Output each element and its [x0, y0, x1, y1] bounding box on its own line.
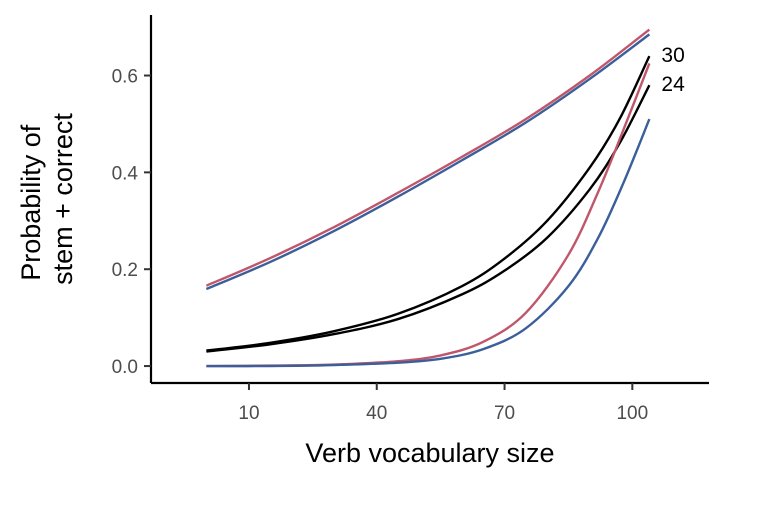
x-tick-label: 100 — [616, 403, 648, 424]
series-end-label-4: 24 — [661, 73, 685, 96]
series-line-1 — [205, 28, 651, 287]
series-end-label-3: 30 — [661, 44, 684, 67]
x-tick-label: 10 — [238, 403, 259, 424]
series-line-4 — [206, 84, 651, 353]
y-tick-label: 0.4 — [112, 163, 139, 184]
series-line-2 — [205, 33, 651, 291]
y-axis-title-line-1: Probability of — [16, 124, 46, 281]
y-axis-ticks: 0.0 0.2 0.4 0.6 — [112, 67, 151, 378]
y-tick-label: 0.2 — [112, 260, 138, 281]
x-tick-label: 40 — [366, 403, 387, 424]
x-axis-title: Verb vocabulary size — [305, 438, 554, 468]
y-axis-title-line-2: stem + correct — [48, 113, 78, 285]
y-tick-label: 0.0 — [112, 357, 138, 378]
x-axis-ticks: 10 40 70 100 — [238, 383, 648, 424]
y-axis-title: Probability of stem + correct — [16, 113, 78, 285]
series-line-3 — [206, 55, 651, 352]
series-line-6 — [206, 118, 651, 368]
y-tick-label: 0.6 — [112, 67, 138, 88]
x-tick-label: 70 — [494, 403, 515, 424]
chart-lines — [205, 28, 651, 368]
series-line-5 — [206, 62, 651, 368]
